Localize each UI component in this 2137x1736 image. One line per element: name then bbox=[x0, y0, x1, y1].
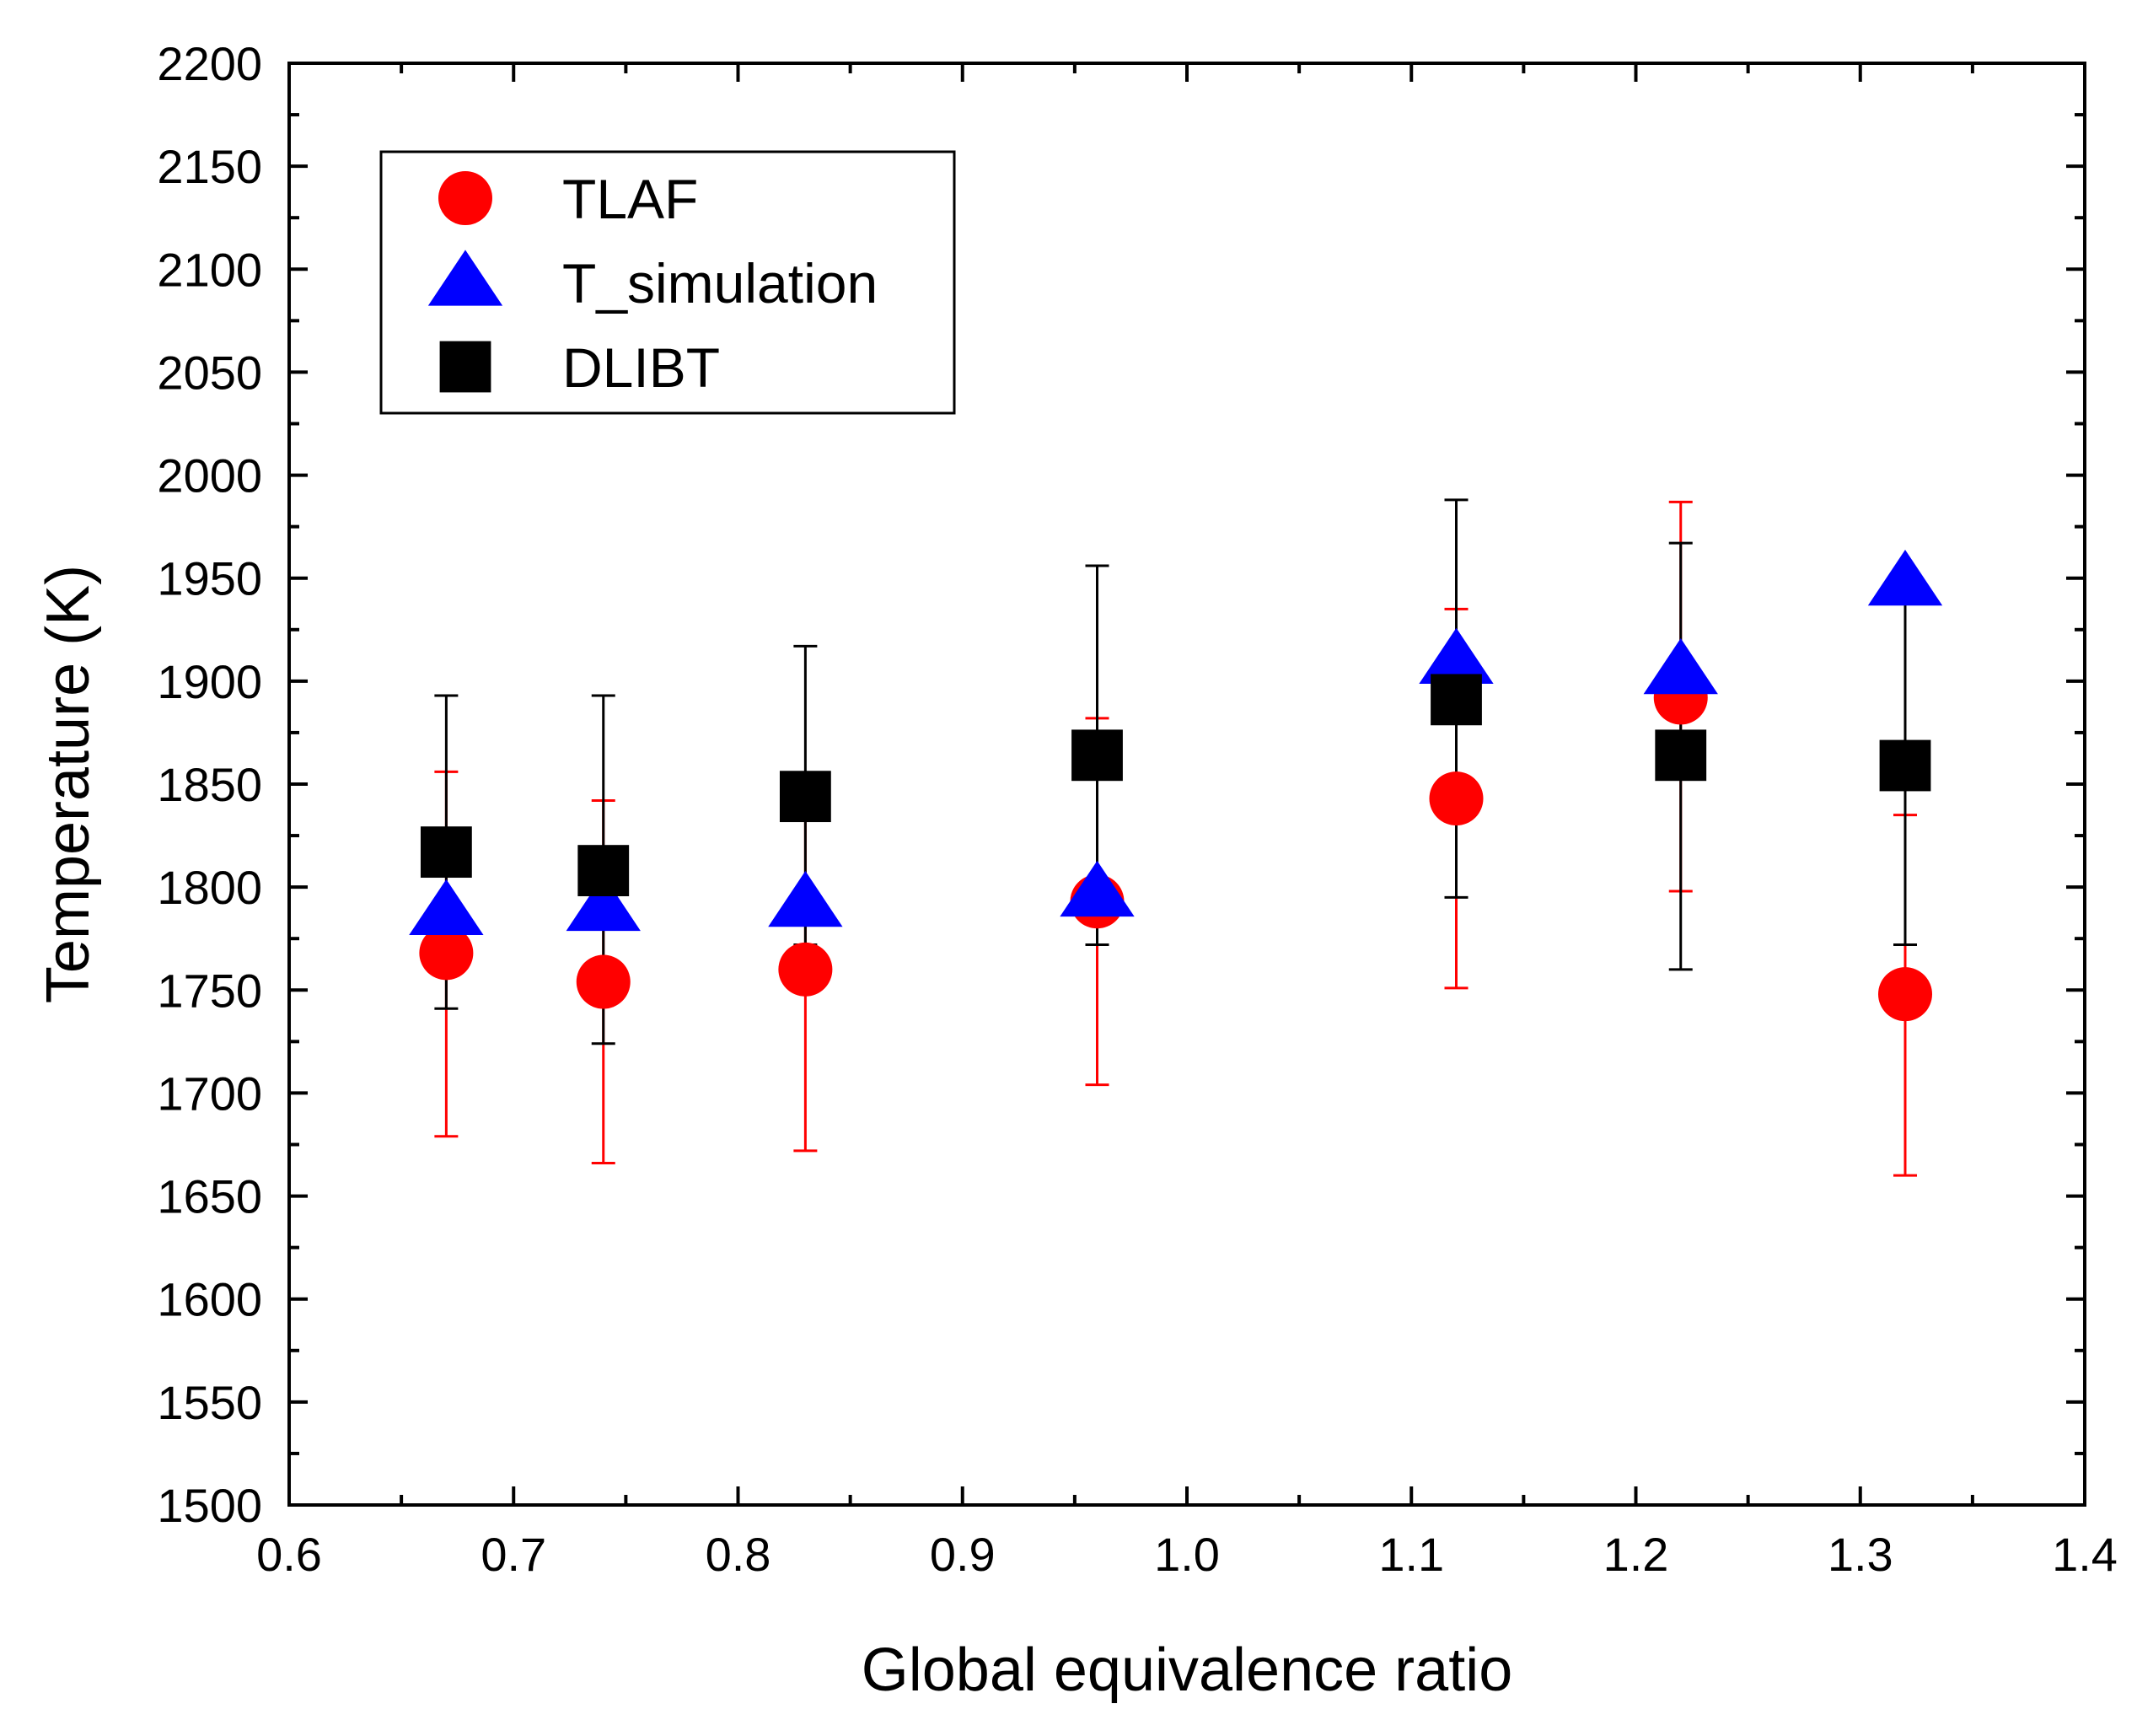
legend-marker-tlaf bbox=[438, 171, 492, 225]
y-tick-label: 2150 bbox=[157, 140, 262, 193]
x-tick-label: 0.9 bbox=[930, 1528, 996, 1581]
t-simulation-point bbox=[1060, 860, 1135, 917]
tlaf-point bbox=[778, 942, 833, 997]
tlaf-point bbox=[1429, 771, 1484, 826]
legend-label-tlaf: TLAF bbox=[562, 168, 698, 230]
x-tick-label: 1.2 bbox=[1603, 1528, 1669, 1581]
plot-area-frame bbox=[287, 62, 2086, 1507]
y-tick-label: 1600 bbox=[157, 1273, 262, 1326]
y-tick-label: 1950 bbox=[157, 552, 262, 605]
x-tick-label: 1.3 bbox=[1828, 1528, 1893, 1581]
y-tick-label: 1650 bbox=[157, 1170, 262, 1223]
y-tick-label: 1550 bbox=[157, 1376, 262, 1429]
legend-label-t-simulation: T_simulation bbox=[562, 252, 878, 314]
dlibt-point bbox=[1879, 739, 1931, 792]
x-tick-label: 1.0 bbox=[1154, 1528, 1220, 1581]
x-tick-label: 1.4 bbox=[2052, 1528, 2118, 1581]
t-simulation-point bbox=[566, 874, 641, 932]
y-tick-label: 1500 bbox=[157, 1479, 262, 1532]
x-tick-label: 1.1 bbox=[1378, 1528, 1444, 1581]
y-tick-label: 2000 bbox=[157, 449, 262, 503]
y-tick-label: 1900 bbox=[157, 655, 262, 708]
legend-marker-dlibt bbox=[439, 341, 491, 393]
y-tick-label: 1700 bbox=[157, 1067, 262, 1120]
dlibt-point bbox=[779, 771, 831, 823]
t-simulation-point bbox=[1419, 627, 1494, 685]
t-simulation-point bbox=[409, 879, 484, 936]
y-tick-label: 1800 bbox=[157, 861, 262, 914]
y-tick-label: 2100 bbox=[157, 243, 262, 296]
legend: TLAF T_simulation DLIBT bbox=[379, 150, 956, 415]
y-tick-label: 1750 bbox=[157, 964, 262, 1017]
y-tick-label: 2200 bbox=[157, 37, 262, 90]
dlibt-point bbox=[577, 845, 630, 896]
dlibt-point bbox=[1431, 674, 1482, 726]
dlibt-point bbox=[1655, 729, 1707, 782]
x-axis-title: Global equivalence ratio bbox=[862, 1637, 1513, 1704]
t-simulation-point bbox=[1867, 549, 1943, 606]
dlibt-point bbox=[420, 826, 472, 879]
t-simulation-point bbox=[768, 871, 843, 927]
x-tick-label: 0.6 bbox=[256, 1528, 322, 1581]
legend-label-dlibt: DLIBT bbox=[562, 336, 720, 399]
x-tick-label: 0.8 bbox=[706, 1528, 771, 1581]
dlibt-point bbox=[1071, 729, 1123, 782]
tlaf-point bbox=[576, 954, 631, 1009]
legend-marker-t-simulation bbox=[427, 250, 503, 306]
tlaf-point bbox=[1878, 967, 1932, 1022]
x-tick-label: 0.7 bbox=[481, 1528, 546, 1581]
t-simulation-point bbox=[1643, 638, 1718, 695]
y-tick-label: 2050 bbox=[157, 346, 262, 399]
y-tick-label: 1850 bbox=[157, 758, 262, 811]
y-axis-title: Temperature (K) bbox=[35, 565, 102, 1003]
tlaf-point bbox=[419, 926, 474, 981]
